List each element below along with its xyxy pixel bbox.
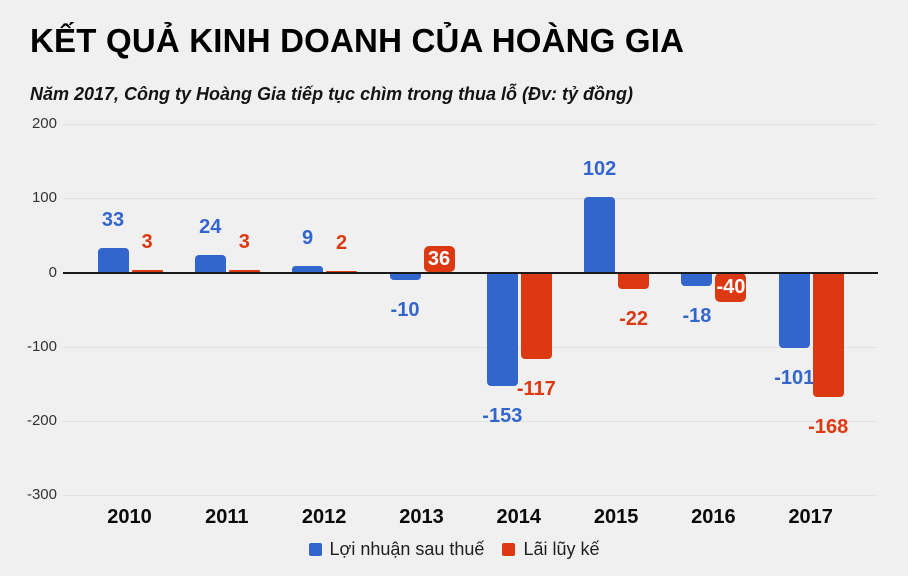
bar-2011-series1: [194, 254, 226, 273]
bar-2012-series2: [326, 270, 358, 273]
data-label-2013-series1: -10: [390, 298, 420, 321]
y-axis-tick-label: -100: [26, 338, 57, 355]
gridline: [63, 495, 878, 496]
data-label-2012-series1: 9: [302, 226, 314, 249]
bar-2017-series2: [812, 272, 844, 398]
data-label-2016-series1: -18: [682, 304, 712, 327]
data-label-2013-series2: 36: [427, 248, 451, 271]
data-label-2015-series1: 102: [582, 157, 617, 180]
bar-2017-series1: [778, 272, 810, 348]
legend-label-series1: Lợi nhuận sau thuế: [329, 538, 485, 559]
bar-2011-series2: [228, 270, 260, 273]
x-axis-label-2013: 2013: [399, 506, 444, 528]
data-label-2014-series1: -153: [482, 405, 523, 428]
y-axis-tick-label: 100: [31, 189, 57, 206]
y-axis-tick-label: 0: [48, 264, 57, 281]
bar-2014-series2: [520, 272, 552, 360]
legend-swatch-icon: [502, 542, 516, 556]
bar-2016-series1: [681, 272, 713, 286]
data-label-2014-series2: -117: [516, 378, 556, 401]
data-label-2011-series1: 24: [199, 215, 222, 238]
gridline: [63, 421, 878, 422]
data-label-2012-series2: 2: [336, 231, 348, 254]
gridline: [63, 124, 878, 125]
x-axis-label-2011: 2011: [205, 506, 249, 528]
x-axis-label-2017: 2017: [788, 506, 833, 528]
data-label-2017-series2: -168: [808, 416, 849, 439]
bar-2015-series1: [584, 196, 616, 273]
y-axis-tick-label: 200: [31, 115, 57, 132]
data-label-2015-series2: -22: [619, 307, 649, 330]
data-label-2016-series2: -40: [716, 276, 746, 299]
bar-2013-series1: [389, 272, 421, 280]
bar-2010-series2: [131, 270, 163, 273]
x-axis-line: [63, 272, 878, 274]
y-axis-tick-label: -200: [26, 412, 57, 429]
legend-item-series1: Lợi nhuận sau thuế: [308, 538, 485, 560]
data-label-2010-series1: 33: [101, 209, 125, 231]
x-axis-label-2014: 2014: [496, 506, 542, 528]
data-label-2017-series1: -101: [774, 366, 815, 389]
bar-2013-series2: [423, 245, 455, 273]
y-axis-tick-label: -300: [26, 486, 57, 503]
legend: Lợi nhuận sau thuế Lãi lũy kế: [0, 536, 908, 562]
x-axis-label-2016: 2016: [691, 506, 736, 528]
x-axis-label-2012: 2012: [301, 506, 347, 528]
chart-title: KẾT QUẢ KINH DOANH CỦA HOÀNG GIA: [30, 22, 685, 59]
bar-2012-series1: [292, 265, 324, 273]
bar-2014-series1: [486, 272, 518, 387]
x-axis-label-2010: 2010: [107, 506, 152, 528]
gridline: [63, 347, 878, 348]
bar-2010-series1: [97, 248, 129, 273]
data-label-2011-series2: 3: [238, 231, 250, 254]
bar-2016-series2: [715, 272, 747, 303]
chart-subtitle: Năm 2017, Công ty Hoàng Gia tiếp tục chì…: [30, 84, 634, 104]
x-axis-label-2015: 2015: [593, 506, 639, 528]
legend-label-series2: Lãi lũy kế: [523, 538, 600, 559]
data-label-2010-series2: 3: [141, 231, 153, 254]
legend-swatch-icon: [308, 542, 322, 556]
bar-2015-series2: [618, 272, 650, 289]
gridline: [63, 198, 878, 199]
legend-item-series2: Lãi lũy kế: [502, 539, 599, 560]
